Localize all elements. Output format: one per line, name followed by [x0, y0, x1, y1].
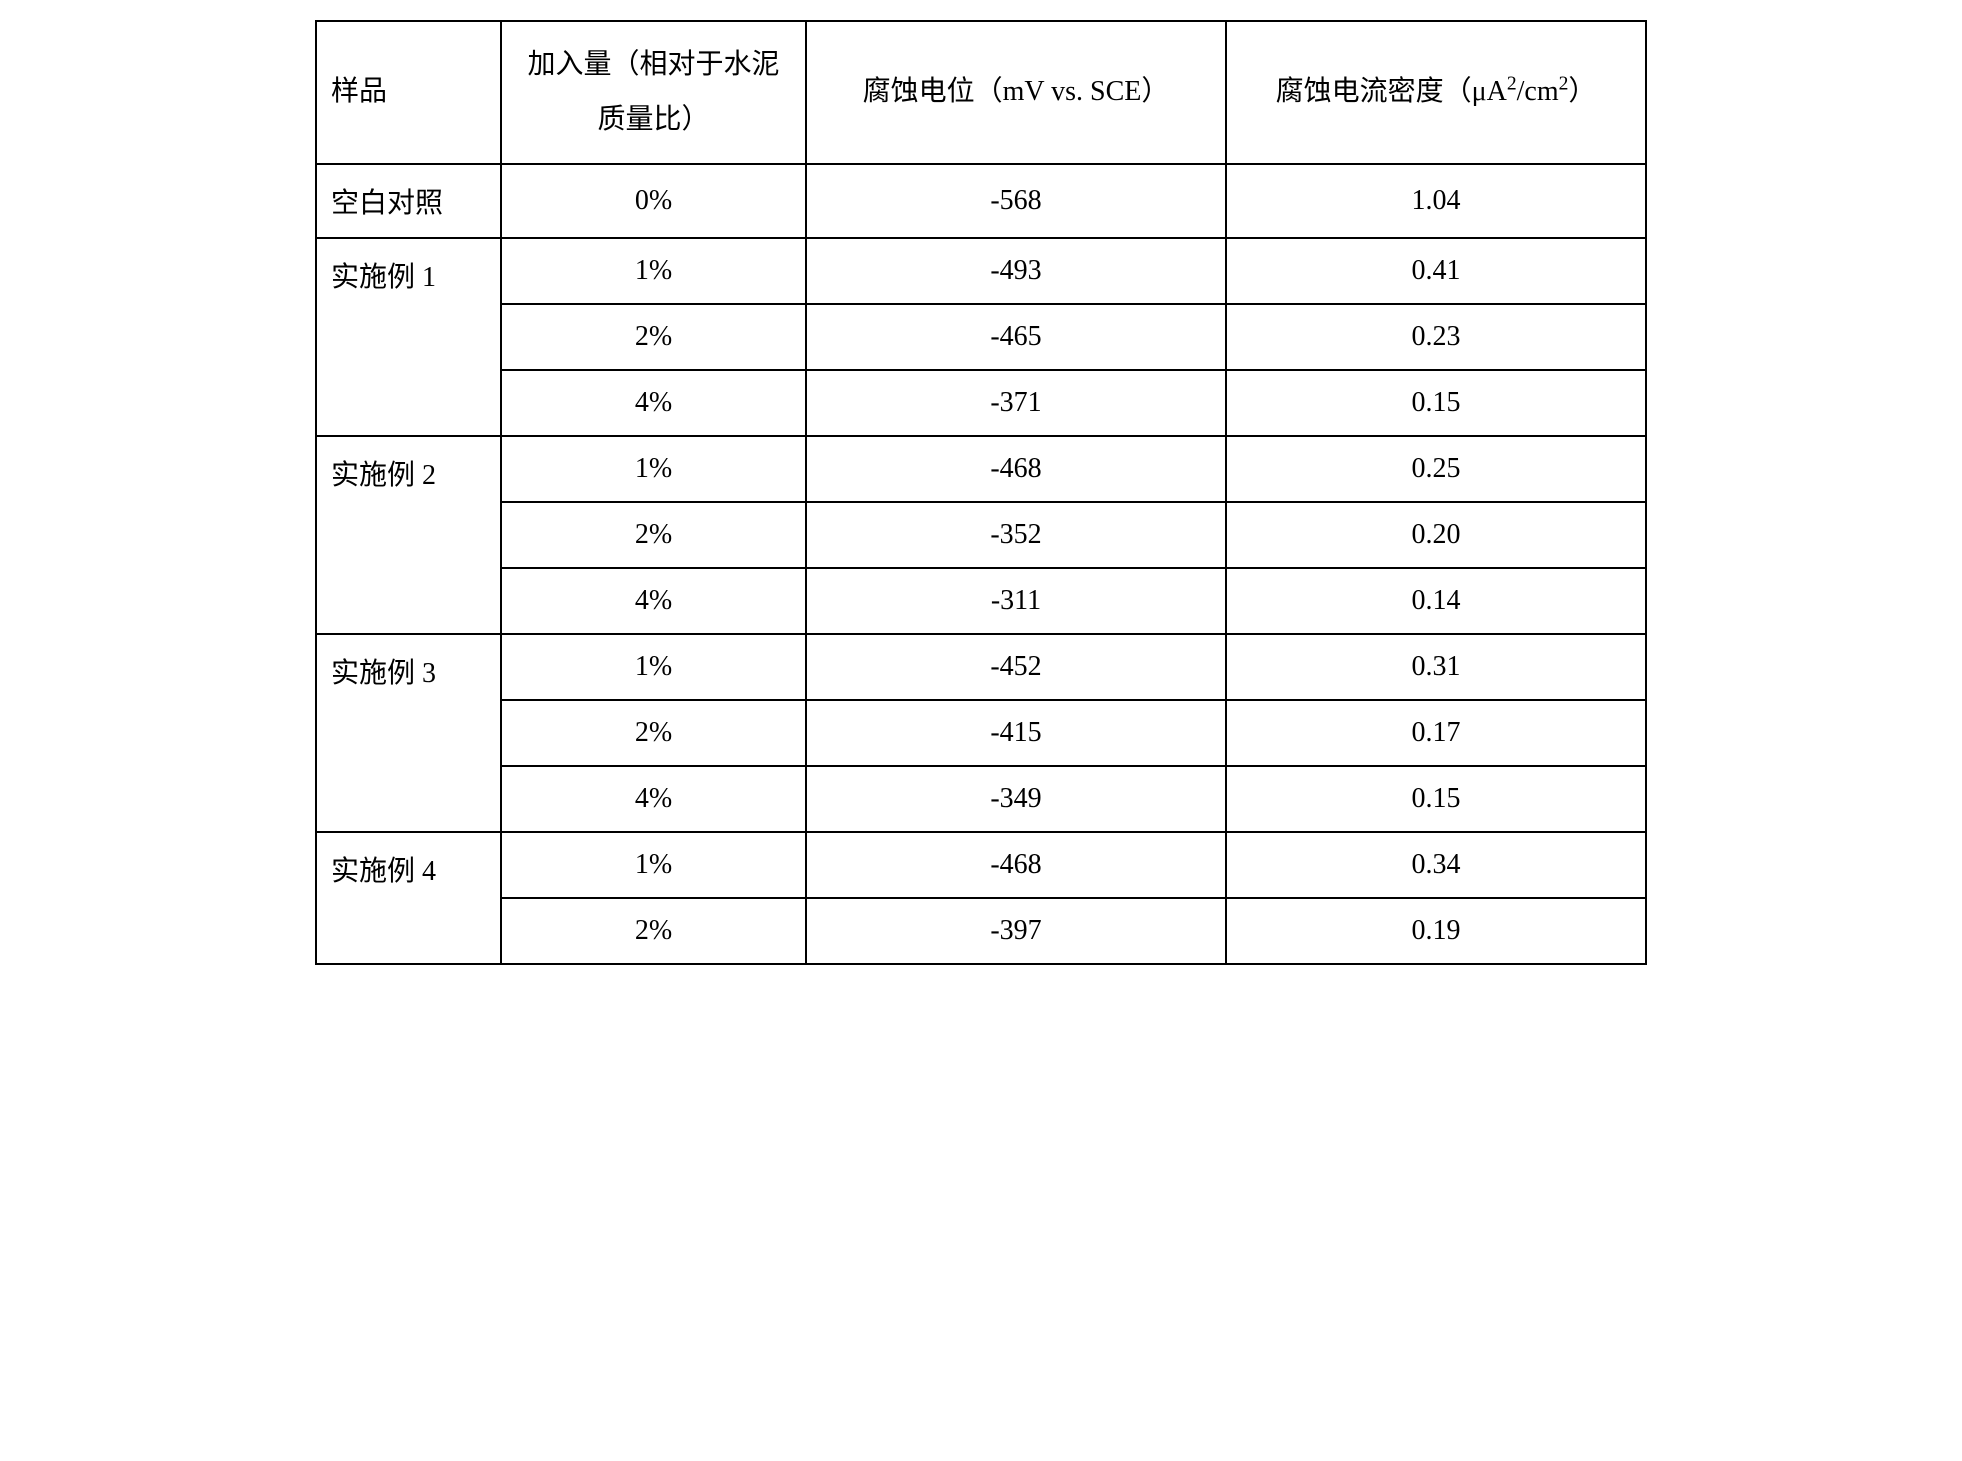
cell-dosage: 4%	[501, 568, 806, 634]
cell-density: 0.34	[1226, 832, 1646, 898]
cell-potential: -352	[806, 502, 1226, 568]
table-row: 4% -311 0.14	[316, 568, 1646, 634]
table-row: 2% -352 0.20	[316, 502, 1646, 568]
cell-density: 0.15	[1226, 370, 1646, 436]
table-row: 4% -371 0.15	[316, 370, 1646, 436]
header-sample: 样品	[316, 21, 501, 164]
table-row: 4% -349 0.15	[316, 766, 1646, 832]
sample-blank: 空白对照	[316, 164, 501, 238]
table-row: 2% -415 0.17	[316, 700, 1646, 766]
cell-density: 0.20	[1226, 502, 1646, 568]
cell-density: 0.23	[1226, 304, 1646, 370]
table-row: 实施例 3 1% -452 0.31	[316, 634, 1646, 700]
cell-potential: -468	[806, 832, 1226, 898]
cell-density: 0.14	[1226, 568, 1646, 634]
table-row: 实施例 1 1% -493 0.41	[316, 238, 1646, 304]
cell-dosage: 4%	[501, 766, 806, 832]
header-potential: 腐蚀电位（mV vs. SCE）	[806, 21, 1226, 164]
cell-dosage: 2%	[501, 304, 806, 370]
table-row: 空白对照 0% -568 1.04	[316, 164, 1646, 238]
cell-dosage: 0%	[501, 164, 806, 238]
cell-dosage: 1%	[501, 436, 806, 502]
table-row: 实施例 4 1% -468 0.34	[316, 832, 1646, 898]
cell-potential: -452	[806, 634, 1226, 700]
cell-density: 0.15	[1226, 766, 1646, 832]
cell-density: 0.25	[1226, 436, 1646, 502]
cell-potential: -415	[806, 700, 1226, 766]
cell-potential: -568	[806, 164, 1226, 238]
cell-density: 1.04	[1226, 164, 1646, 238]
cell-dosage: 1%	[501, 832, 806, 898]
table-header-row: 样品 加入量（相对于水泥质量比） 腐蚀电位（mV vs. SCE） 腐蚀电流密度…	[316, 21, 1646, 164]
table-row: 实施例 2 1% -468 0.25	[316, 436, 1646, 502]
cell-potential: -397	[806, 898, 1226, 964]
cell-dosage: 2%	[501, 502, 806, 568]
sample-example-2: 实施例 2	[316, 436, 501, 634]
header-dosage: 加入量（相对于水泥质量比）	[501, 21, 806, 164]
sample-example-1: 实施例 1	[316, 238, 501, 436]
corrosion-data-table: 样品 加入量（相对于水泥质量比） 腐蚀电位（mV vs. SCE） 腐蚀电流密度…	[315, 20, 1647, 965]
cell-density: 0.17	[1226, 700, 1646, 766]
cell-potential: -349	[806, 766, 1226, 832]
cell-dosage: 2%	[501, 700, 806, 766]
cell-density: 0.41	[1226, 238, 1646, 304]
cell-dosage: 1%	[501, 238, 806, 304]
cell-potential: -311	[806, 568, 1226, 634]
cell-dosage: 4%	[501, 370, 806, 436]
cell-potential: -465	[806, 304, 1226, 370]
sample-example-3: 实施例 3	[316, 634, 501, 832]
header-density: 腐蚀电流密度（μA2/cm2）	[1226, 21, 1646, 164]
cell-potential: -493	[806, 238, 1226, 304]
cell-dosage: 2%	[501, 898, 806, 964]
table-row: 2% -397 0.19	[316, 898, 1646, 964]
cell-dosage: 1%	[501, 634, 806, 700]
cell-density: 0.31	[1226, 634, 1646, 700]
cell-potential: -371	[806, 370, 1226, 436]
cell-potential: -468	[806, 436, 1226, 502]
cell-density: 0.19	[1226, 898, 1646, 964]
table-row: 2% -465 0.23	[316, 304, 1646, 370]
sample-example-4: 实施例 4	[316, 832, 501, 964]
